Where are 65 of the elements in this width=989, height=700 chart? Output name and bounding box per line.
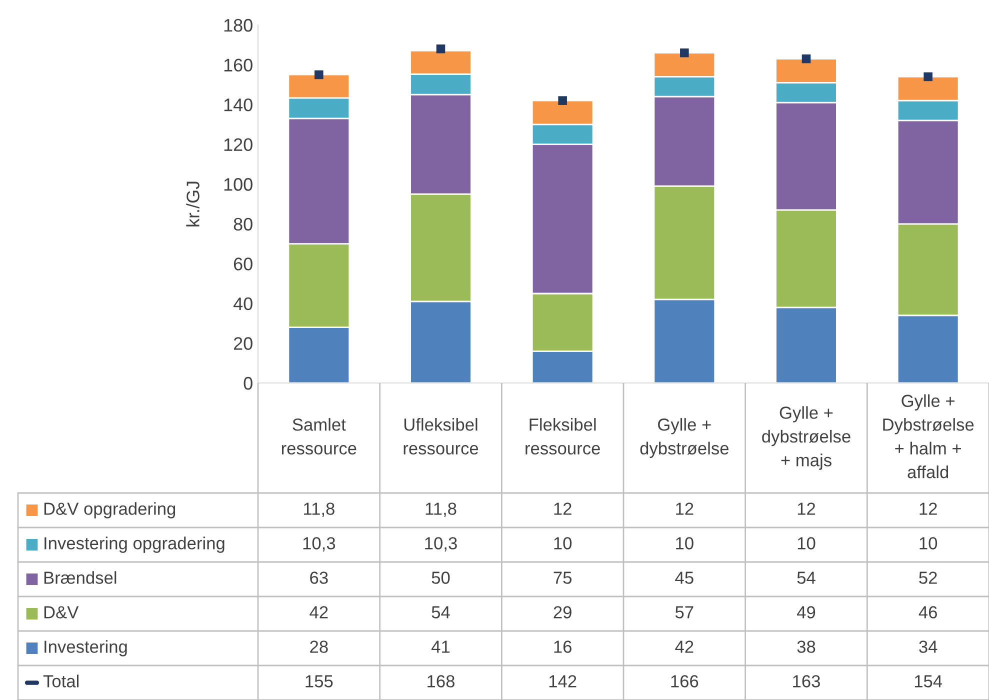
x-tick-label: Ufleksibel ressource — [404, 418, 478, 455]
x-tick-label: Gylle + dybstrøelse — [640, 418, 729, 458]
legend-label: Total — [43, 674, 79, 688]
legend-label: Investering opgradering — [44, 536, 224, 553]
data-label: 12 — [676, 502, 694, 515]
y-tick-label: 60 — [234, 258, 252, 270]
data-label: 57 — [675, 606, 694, 618]
data-label: 38 — [797, 640, 816, 653]
point — [924, 72, 932, 82]
y-tick-label: 20 — [234, 337, 252, 350]
data-label: 10,3 — [425, 537, 457, 552]
y-tick-label: 0 — [244, 376, 252, 390]
x-tick-label: Fleksibel ressource — [526, 418, 600, 455]
y-tick-label: 180 — [224, 18, 252, 32]
data-label: 142 — [549, 675, 576, 688]
legend-label: D&V opgradering — [44, 502, 176, 518]
y-tick-label: 100 — [224, 178, 252, 191]
data-label: 155 — [306, 675, 333, 688]
x-tick-label: Samlet ressource — [282, 418, 356, 455]
y-tick-label: 160 — [224, 58, 252, 72]
data-label: 168 — [428, 675, 454, 688]
data-label: 10 — [554, 537, 572, 550]
data-label: 29 — [554, 606, 572, 618]
data-label: 10,3 — [303, 537, 336, 552]
data-label: 28 — [310, 640, 328, 653]
legend-label: Brændsel — [44, 571, 116, 584]
point — [436, 44, 446, 54]
data-label: 10 — [676, 537, 694, 550]
y-tick-label: 40 — [233, 297, 252, 310]
y-tick-label: 120 — [224, 138, 252, 152]
data-label: 34 — [919, 640, 938, 653]
data-label: 12 — [920, 502, 937, 515]
point — [680, 48, 689, 58]
legend-label: Investering — [44, 640, 127, 656]
point — [558, 96, 567, 105]
data-label: 49 — [796, 606, 816, 618]
x-tick-label: Gylle + Dybstrøelse + halm + affald — [883, 394, 974, 478]
legend-label: D&V — [44, 606, 79, 618]
data-label: 42 — [675, 640, 694, 653]
point — [314, 70, 324, 80]
data-label: 46 — [918, 606, 937, 618]
data-label: 12 — [798, 502, 816, 515]
data-label: 11,8 — [426, 502, 456, 517]
data-label: 54 — [797, 572, 816, 584]
point — [802, 54, 811, 64]
data-label: 163 — [793, 675, 820, 688]
data-label: 42 — [310, 606, 328, 618]
data-label: 166 — [671, 675, 698, 688]
data-label: 12 — [554, 502, 572, 515]
data-label: 63 — [310, 572, 328, 584]
data-label: 10 — [798, 537, 816, 550]
y-tick-label: 80 — [234, 218, 252, 231]
data-label: 11,8 — [304, 502, 334, 517]
data-label: 10 — [920, 537, 938, 550]
data-label: 41 — [431, 640, 450, 653]
data-label: 154 — [914, 675, 942, 688]
y-tick-label: 140 — [224, 98, 252, 112]
data-label: 45 — [675, 572, 694, 584]
data-label: 50 — [432, 572, 450, 584]
data-label: 16 — [554, 640, 572, 653]
data-label: 52 — [919, 572, 937, 584]
data-label: 54 — [432, 606, 450, 618]
data-label: 75 — [554, 572, 572, 584]
y-axis-title: kr./GJ — [186, 182, 200, 226]
x-tick-label: Gylle + dybstrøelse + majs — [762, 406, 850, 470]
